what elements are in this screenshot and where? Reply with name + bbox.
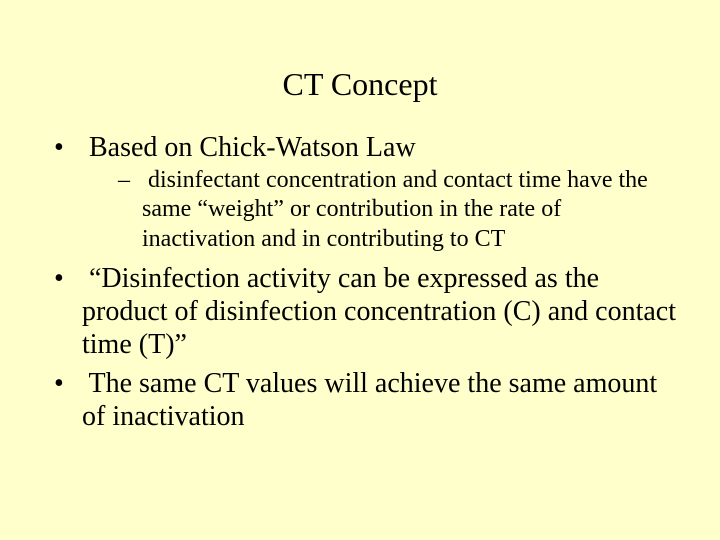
bullet-list: Based on Chick-Watson Law disinfectant c… [54, 131, 680, 433]
bullet-item: Based on Chick-Watson Law disinfectant c… [54, 131, 680, 254]
slide-title: CT Concept [40, 66, 680, 103]
slide: CT Concept Based on Chick-Watson Law dis… [0, 0, 720, 540]
sub-bullet-text: disinfectant concentration and contact t… [142, 167, 648, 252]
bullet-text: Based on Chick-Watson Law [89, 132, 416, 163]
bullet-item: The same CT values will achieve the same… [54, 367, 680, 433]
sub-bullet-list: disinfectant concentration and contact t… [118, 166, 680, 254]
sub-bullet-item: disinfectant concentration and contact t… [118, 166, 680, 254]
bullet-text: The same CT values will achieve the same… [82, 368, 657, 432]
bullet-text: “Disinfection activity can be expressed … [82, 263, 676, 360]
bullet-item: “Disinfection activity can be expressed … [54, 262, 680, 361]
